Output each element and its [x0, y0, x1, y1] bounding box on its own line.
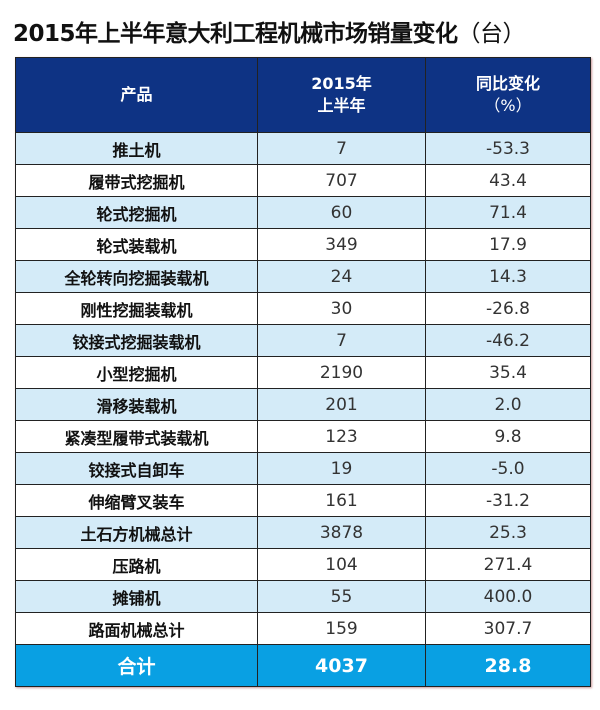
table-row: 轮式装载机 349 17.9	[15, 228, 591, 261]
table-row: 铰接式自卸车 19 -5.0	[15, 452, 591, 485]
product-cell: 摊铺机	[15, 580, 258, 613]
value-cell: 349	[257, 228, 426, 261]
header-period: 2015年上半年	[257, 57, 426, 133]
total-value-cell: 4037	[257, 644, 426, 687]
header-product-label: 产品	[120, 85, 153, 104]
value-cell: 7	[257, 324, 426, 357]
value-cell: 123	[257, 420, 426, 453]
value-cell: 3878	[257, 516, 426, 549]
value-cell: 104	[257, 548, 426, 581]
header-change-line2: （%）	[484, 96, 532, 115]
table-row: 路面机械总计 159 307.7	[15, 612, 591, 645]
change-cell: 400.0	[425, 580, 591, 613]
value-cell: 707	[257, 164, 426, 197]
product-cell: 履带式挖掘机	[15, 164, 258, 197]
change-cell: 43.4	[425, 164, 591, 197]
value-cell: 159	[257, 612, 426, 645]
table-row: 铰接式挖掘装载机 7 -46.2	[15, 324, 591, 357]
product-cell: 轮式挖掘机	[15, 196, 258, 229]
table-row: 滑移装载机 201 2.0	[15, 388, 591, 421]
header-change-line1: 同比变化	[475, 74, 540, 93]
value-cell: 201	[257, 388, 426, 421]
product-cell: 全轮转向挖掘装载机	[15, 260, 258, 293]
change-cell: -31.2	[425, 484, 591, 517]
value-cell: 161	[257, 484, 426, 517]
change-cell: 9.8	[425, 420, 591, 453]
title-unit: （台）	[457, 21, 526, 47]
header-period-line1: 2015年	[311, 74, 372, 93]
table-row: 全轮转向挖掘装载机 24 14.3	[15, 260, 591, 293]
change-cell: 71.4	[425, 196, 591, 229]
change-cell: 17.9	[425, 228, 591, 261]
product-cell: 土石方机械总计	[15, 516, 258, 549]
value-cell: 19	[257, 452, 426, 485]
table-row: 轮式挖掘机 60 71.4	[15, 196, 591, 229]
change-cell: 35.4	[425, 356, 591, 389]
change-cell: 14.3	[425, 260, 591, 293]
value-cell: 60	[257, 196, 426, 229]
product-cell: 铰接式挖掘装载机	[15, 324, 258, 357]
header-period-line2: 上半年	[317, 96, 366, 115]
product-cell: 滑移装载机	[15, 388, 258, 421]
product-cell: 紧凑型履带式装载机	[15, 420, 258, 453]
change-cell: 25.3	[425, 516, 591, 549]
table-row: 推土机 7 -53.3	[15, 132, 591, 165]
change-cell: 2.0	[425, 388, 591, 421]
total-row: 合计 4037 28.8	[15, 644, 591, 687]
sales-table: 产品 2015年 上半年 同比变化 （%） 推土机 7 -53.3 履带式挖掘机 707 43…	[15, 57, 591, 687]
table-title: 2015年上半年意大利工程机械市场销量变化（台）	[13, 14, 526, 48]
product-cell: 伸缩臂叉装车	[15, 484, 258, 517]
product-cell: 推土机	[15, 132, 258, 165]
value-cell: 30	[257, 292, 426, 325]
value-cell: 55	[257, 580, 426, 613]
title-text: 2015年上半年意大利工程机械市场销量变化	[13, 21, 458, 47]
table-row: 履带式挖掘机 707 43.4	[15, 164, 591, 197]
table-row: 小型挖掘机 2190 35.4	[15, 356, 591, 389]
header-change: 同比变化 （%）	[425, 57, 591, 133]
value-cell: 2190	[257, 356, 426, 389]
value-cell: 7	[257, 132, 426, 165]
change-cell: -5.0	[425, 452, 591, 485]
product-cell: 刚性挖掘装载机	[15, 292, 258, 325]
total-name-cell: 合计	[15, 644, 258, 687]
product-cell: 小型挖掘机	[15, 356, 258, 389]
change-cell: -46.2	[425, 324, 591, 357]
change-cell: -53.3	[425, 132, 591, 165]
total-change-cell: 28.8	[425, 644, 591, 687]
table-row: 紧凑型履带式装载机 123 9.8	[15, 420, 591, 453]
table-row: 压路机 104 271.4	[15, 548, 591, 581]
table-row: 伸缩臂叉装车 161 -31.2	[15, 484, 591, 517]
product-cell: 路面机械总计	[15, 612, 258, 645]
product-cell: 轮式装载机	[15, 228, 258, 261]
table-row: 摊铺机 55 400.0	[15, 580, 591, 613]
product-cell: 压路机	[15, 548, 258, 581]
table-row: 刚性挖掘装载机 30 -26.8	[15, 292, 591, 325]
header-row: 产品 2015年上半年 同比变化 （%）	[15, 57, 591, 133]
product-cell: 铰接式自卸车	[15, 452, 258, 485]
change-cell: 307.7	[425, 612, 591, 645]
value-cell: 24	[257, 260, 426, 293]
table-row: 土石方机械总计 3878 25.3	[15, 516, 591, 549]
change-cell: -26.8	[425, 292, 591, 325]
change-cell: 271.4	[425, 548, 591, 581]
header-product: 产品	[15, 57, 258, 133]
